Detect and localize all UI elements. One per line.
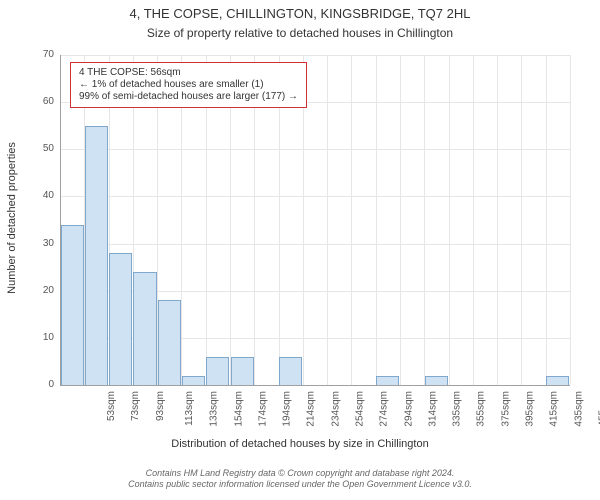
chart-title: 4, THE COPSE, CHILLINGTON, KINGSBRIDGE, …: [0, 6, 600, 21]
bar: [61, 225, 84, 385]
y-tick-label: 40: [32, 190, 54, 201]
x-tick-label: 274sqm: [379, 391, 390, 427]
y-tick-label: 0: [32, 379, 54, 390]
x-tick-label: 194sqm: [282, 391, 293, 427]
x-tick-label: 133sqm: [209, 391, 220, 427]
x-tick-label: 294sqm: [403, 391, 414, 427]
x-gridline: [424, 55, 425, 385]
y-tick-label: 30: [32, 238, 54, 249]
y-tick-label: 10: [32, 332, 54, 343]
bar: [206, 357, 229, 385]
x-gridline: [546, 55, 547, 385]
annotation-line-2: ← 1% of detached houses are smaller (1): [79, 79, 298, 91]
x-tick-label: 335sqm: [452, 391, 463, 427]
x-tick-label: 395sqm: [525, 391, 536, 427]
bar: [109, 253, 132, 385]
x-tick-label: 375sqm: [500, 391, 511, 427]
footer-line-2: Contains public sector information licen…: [0, 479, 600, 490]
x-axis-line: [60, 385, 570, 386]
y-gridline: [60, 55, 570, 56]
annotation-line-3: 99% of semi-detached houses are larger (…: [79, 91, 298, 103]
x-tick-label: 154sqm: [233, 391, 244, 427]
bar: [85, 126, 108, 385]
y-gridline: [60, 244, 570, 245]
bar: [425, 376, 448, 385]
x-tick-label: 174sqm: [257, 391, 268, 427]
x-gridline: [521, 55, 522, 385]
x-tick-label: 214sqm: [306, 391, 317, 427]
footer-line-1: Contains HM Land Registry data © Crown c…: [0, 468, 600, 479]
footer-credits: Contains HM Land Registry data © Crown c…: [0, 468, 600, 490]
x-tick-label: 93sqm: [155, 391, 166, 421]
y-axis-label: Number of detached properties: [6, 53, 18, 383]
x-tick-label: 435sqm: [573, 391, 584, 427]
x-gridline: [449, 55, 450, 385]
x-tick-label: 73sqm: [130, 391, 141, 421]
bar: [546, 376, 569, 385]
y-gridline: [60, 149, 570, 150]
bar: [231, 357, 254, 385]
y-axis-line: [60, 55, 61, 385]
bar: [158, 300, 181, 385]
x-tick-label: 355sqm: [476, 391, 487, 427]
y-gridline: [60, 196, 570, 197]
x-gridline: [376, 55, 377, 385]
bar: [376, 376, 399, 385]
x-tick-label: 314sqm: [427, 391, 438, 427]
annotation-box: 4 THE COPSE: 56sqm ← 1% of detached hous…: [70, 62, 307, 108]
x-tick-label: 113sqm: [184, 391, 195, 426]
bar: [279, 357, 302, 385]
x-gridline: [497, 55, 498, 385]
x-tick-label: 234sqm: [330, 391, 341, 427]
y-tick-label: 70: [32, 49, 54, 60]
x-tick-label: 53sqm: [106, 391, 117, 421]
y-tick-label: 20: [32, 285, 54, 296]
x-gridline: [400, 55, 401, 385]
x-gridline: [570, 55, 571, 385]
annotation-line-1: 4 THE COPSE: 56sqm: [79, 67, 298, 79]
x-tick-label: 254sqm: [355, 391, 366, 427]
chart-container: 4, THE COPSE, CHILLINGTON, KINGSBRIDGE, …: [0, 0, 600, 500]
y-tick-label: 60: [32, 96, 54, 107]
x-gridline: [473, 55, 474, 385]
x-gridline: [351, 55, 352, 385]
x-axis-label: Distribution of detached houses by size …: [0, 438, 600, 450]
bar: [133, 272, 156, 385]
y-tick-label: 50: [32, 143, 54, 154]
chart-subtitle: Size of property relative to detached ho…: [0, 26, 600, 40]
bar: [182, 376, 205, 385]
x-gridline: [327, 55, 328, 385]
x-tick-label: 415sqm: [549, 391, 560, 427]
